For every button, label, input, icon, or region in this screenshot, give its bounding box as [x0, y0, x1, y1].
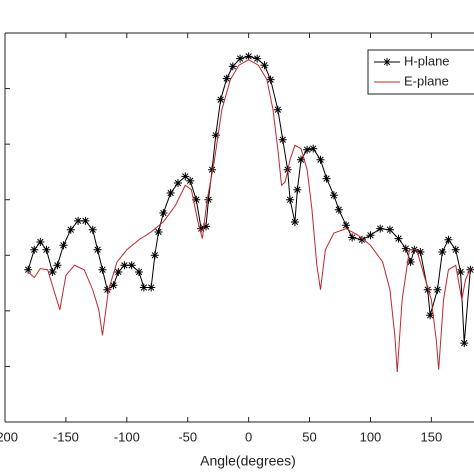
- marker: [114, 267, 123, 276]
- marker: [423, 285, 432, 294]
- marker: [81, 216, 90, 225]
- marker: [66, 225, 75, 234]
- marker: [366, 231, 375, 240]
- x-tick-label: -50: [178, 429, 197, 444]
- marker: [228, 62, 237, 71]
- marker: [36, 237, 45, 246]
- marker: [293, 185, 302, 194]
- x-tick-label: -100: [114, 429, 140, 444]
- marker: [74, 216, 83, 225]
- marker: [98, 265, 107, 274]
- marker: [120, 261, 129, 270]
- marker: [48, 267, 57, 276]
- marker: [460, 339, 469, 348]
- legend-box: [367, 49, 474, 95]
- marker: [385, 225, 394, 234]
- marker: [456, 267, 465, 276]
- marker: [88, 225, 97, 234]
- x-tick-label: 0: [245, 429, 252, 444]
- x-tick-label: 50: [302, 429, 316, 444]
- marker: [53, 261, 62, 270]
- x-tick-label: -150: [53, 429, 79, 444]
- marker: [222, 74, 231, 83]
- marker: [426, 311, 435, 320]
- marker: [154, 227, 163, 236]
- series-line: [27, 59, 471, 373]
- marker: [186, 176, 195, 185]
- marker: [173, 179, 182, 188]
- marker: [451, 245, 460, 254]
- marker: [357, 235, 366, 244]
- marker: [192, 195, 201, 204]
- marker: [208, 165, 217, 174]
- marker: [93, 245, 102, 254]
- x-axis-label: Angle(degrees): [200, 453, 296, 469]
- marker: [253, 54, 262, 63]
- marker: [401, 244, 410, 253]
- marker: [416, 247, 425, 256]
- marker: [139, 283, 148, 292]
- marker: [309, 144, 318, 153]
- x-tick-label: -200: [0, 429, 18, 444]
- marker: [260, 61, 269, 70]
- marker: [147, 283, 156, 292]
- marker: [278, 135, 287, 144]
- marker: [127, 261, 136, 270]
- marker: [103, 285, 112, 294]
- marker: [204, 195, 213, 204]
- marker: [290, 217, 299, 226]
- marker: [59, 241, 68, 250]
- marker: [286, 195, 295, 204]
- marker: [166, 189, 175, 198]
- marker: [236, 54, 245, 63]
- marker: [266, 75, 275, 84]
- legend-label: H-plane: [404, 53, 450, 68]
- marker: [438, 247, 447, 256]
- marker: [244, 52, 253, 61]
- marker: [334, 205, 343, 214]
- marker: [297, 155, 306, 164]
- marker: [342, 221, 351, 230]
- marker: [329, 191, 338, 200]
- marker: [376, 224, 385, 233]
- marker: [444, 235, 453, 244]
- marker: [394, 234, 403, 243]
- marker: [316, 155, 325, 164]
- legend-label: E-plane: [404, 73, 449, 88]
- marker: [197, 224, 206, 233]
- x-tick-label: 150: [421, 429, 443, 444]
- marker: [42, 245, 51, 254]
- marker: [109, 281, 118, 290]
- marker: [211, 131, 220, 140]
- marker: [159, 209, 168, 218]
- x-tick-label: 100: [360, 429, 382, 444]
- marker: [181, 172, 190, 181]
- marker: [150, 251, 159, 260]
- marker: [216, 95, 225, 104]
- series-line: [27, 55, 471, 344]
- marker: [24, 265, 33, 274]
- marker: [135, 267, 143, 276]
- marker: [348, 233, 357, 242]
- marker: [30, 245, 39, 254]
- marker: [273, 105, 282, 114]
- marker: [406, 257, 415, 266]
- marker: [303, 145, 312, 154]
- marker: [202, 222, 210, 231]
- legend-marker: [383, 58, 391, 66]
- marker: [433, 285, 442, 294]
- marker: [322, 174, 331, 183]
